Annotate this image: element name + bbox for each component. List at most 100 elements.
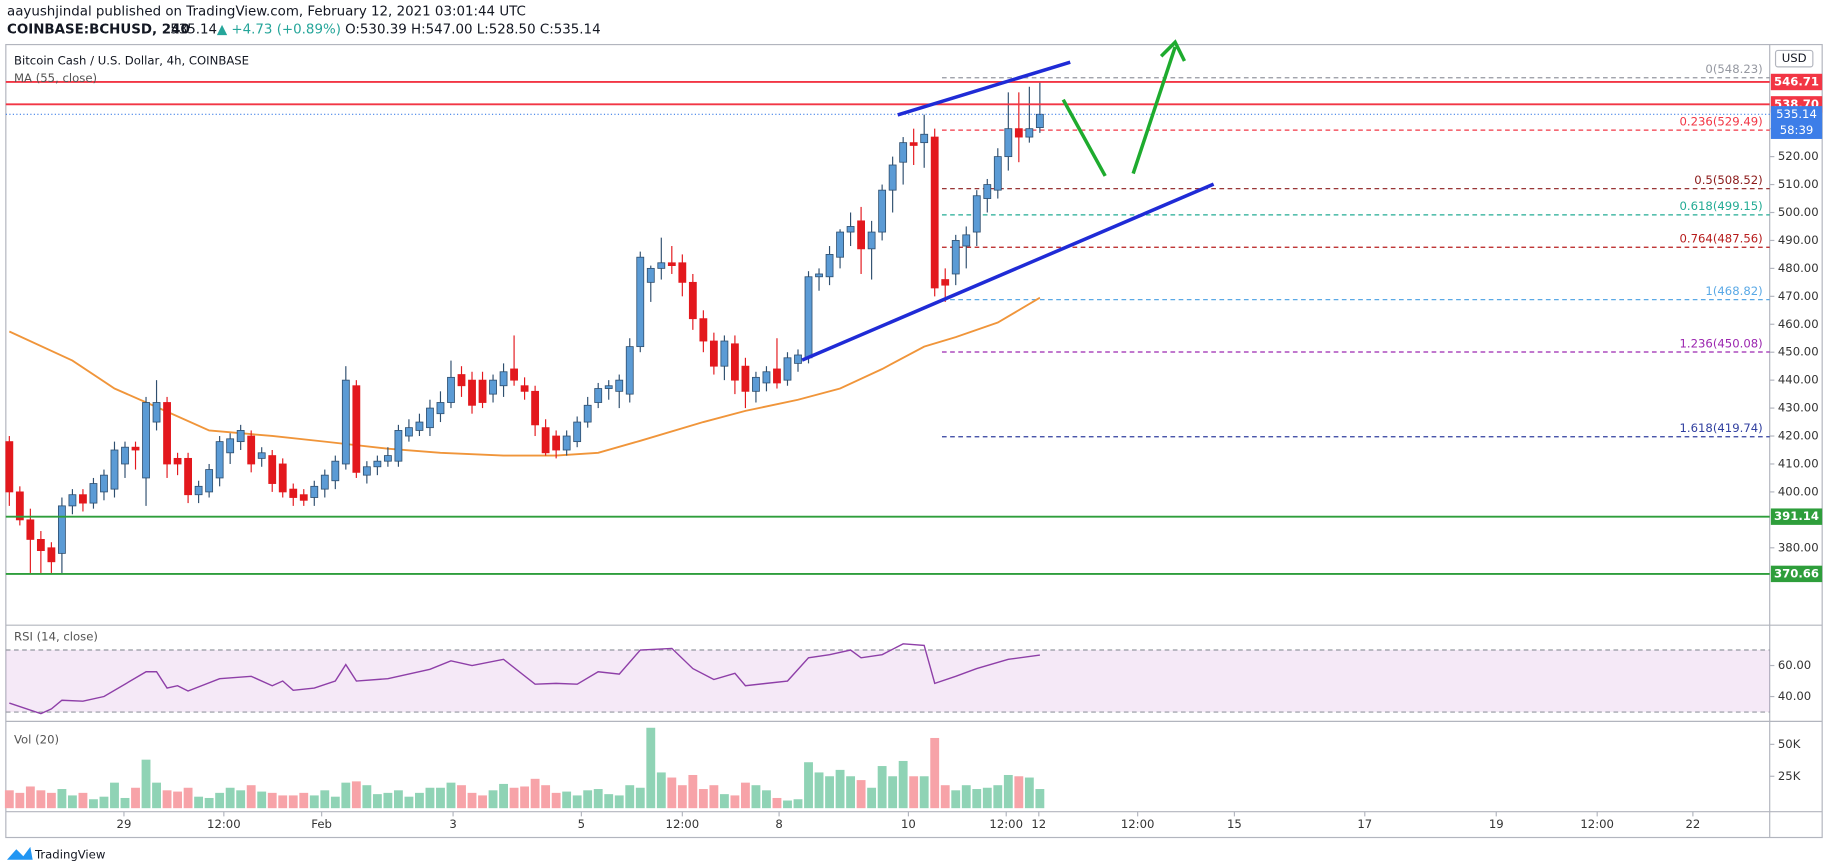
volume-bar <box>772 797 782 809</box>
candle-body <box>993 156 1002 191</box>
y-tick-label: 420.00 <box>1778 429 1819 443</box>
volume-bar <box>1003 774 1013 809</box>
candle-body <box>499 371 508 387</box>
candle-body <box>394 430 403 462</box>
volume-bar <box>909 776 919 809</box>
candle-body <box>857 220 866 250</box>
candle-body <box>541 427 550 454</box>
volume-bar <box>520 786 530 809</box>
rsi-tick-label: 40.00 <box>1778 689 1811 703</box>
price-label-box <box>1770 508 1823 525</box>
y-tick-label: 480.00 <box>1778 261 1819 275</box>
candle-body <box>184 457 192 496</box>
last-price-box <box>1770 106 1823 139</box>
rsi-legend: RSI (14, close) <box>14 629 98 643</box>
volume-bar <box>635 787 645 809</box>
volume-bar <box>194 796 204 809</box>
candle-body <box>373 460 382 468</box>
volume-bar <box>89 799 98 809</box>
arrow-head <box>1159 39 1187 62</box>
candle-body <box>26 519 35 540</box>
candle-body <box>415 421 424 431</box>
x-tick-label: 22 <box>1685 817 1700 831</box>
price-label: 546.71 <box>1774 74 1819 88</box>
volume-bar <box>530 778 540 809</box>
x-tick-label: 17 <box>1357 817 1372 831</box>
candle-body <box>667 262 676 266</box>
candle-body <box>15 491 24 521</box>
candle-body <box>310 485 319 498</box>
fib-label: 1.236(450.08) <box>1679 336 1762 350</box>
y-tick-label: 380.00 <box>1778 540 1819 554</box>
candle-body <box>79 494 87 504</box>
volume-bar <box>372 794 382 809</box>
candle-body <box>405 427 413 437</box>
volume-bar <box>698 789 708 809</box>
candle-body <box>520 385 529 392</box>
x-tick-label: 10 <box>901 817 916 831</box>
volume-bar <box>499 783 508 809</box>
candle-body <box>457 374 466 387</box>
volume-bar <box>846 776 856 809</box>
candle-body <box>1035 113 1044 128</box>
candle-body <box>131 446 140 451</box>
y-tick-label: 490.00 <box>1778 233 1819 247</box>
volume-bar <box>677 785 687 809</box>
candle-body <box>89 483 98 504</box>
volume-bar <box>993 785 1003 809</box>
candle-body <box>783 357 792 381</box>
candle-body <box>320 474 329 490</box>
volume-bar <box>919 776 929 809</box>
volume-bar <box>646 727 656 809</box>
candle-body <box>510 368 518 381</box>
candle-body <box>205 469 214 493</box>
candle-body <box>930 136 939 289</box>
y-tick-label: 440.00 <box>1778 373 1819 387</box>
candle-body <box>100 474 108 493</box>
candle-body <box>699 318 708 342</box>
y-tick-label: 450.00 <box>1778 345 1819 359</box>
volume-bar <box>351 781 361 809</box>
candle-body <box>552 435 561 451</box>
y-tick-label: 400.00 <box>1778 484 1819 498</box>
y-tick-label: 520.00 <box>1778 149 1819 163</box>
y-tick-label: 430.00 <box>1778 401 1819 415</box>
candle-body <box>920 133 929 144</box>
volume-bar <box>825 776 834 809</box>
volume-bar <box>551 792 561 809</box>
volume-bar <box>740 782 750 809</box>
volume-bar <box>982 787 992 809</box>
y-tick-label: 470.00 <box>1778 289 1819 303</box>
currency: USD <box>1782 51 1807 65</box>
price-label-box <box>1770 73 1823 91</box>
volume-bar <box>36 790 46 809</box>
candle-body <box>615 379 624 392</box>
candle-body <box>983 184 992 199</box>
candle-body <box>625 346 634 395</box>
volume-bar <box>457 785 466 809</box>
candle-body <box>299 494 308 501</box>
candle-body <box>152 402 161 423</box>
candle-body <box>646 267 655 283</box>
volume-bar <box>614 795 624 809</box>
candle-body <box>846 226 855 233</box>
volume-bar <box>593 789 603 809</box>
candle-body <box>194 485 203 496</box>
candle-body <box>215 441 224 479</box>
ohlc-text: O:530.39 H:547.00 L:528.50 C:535.14 <box>345 22 601 37</box>
candle-body <box>426 407 434 429</box>
volume-bar <box>362 785 372 809</box>
candle-body <box>636 256 645 348</box>
candle-body <box>815 273 823 278</box>
x-tick-label: 5 <box>578 817 585 831</box>
candle-body <box>121 446 129 465</box>
candle-body <box>1025 128 1034 138</box>
volume-bar <box>867 787 877 809</box>
volume-bar <box>446 782 456 809</box>
candle-body <box>941 279 950 286</box>
arrow <box>1131 46 1177 175</box>
candle-body <box>1004 128 1013 158</box>
volume-bar <box>898 760 908 809</box>
volume-bar <box>173 791 183 809</box>
candle-body <box>331 460 340 482</box>
